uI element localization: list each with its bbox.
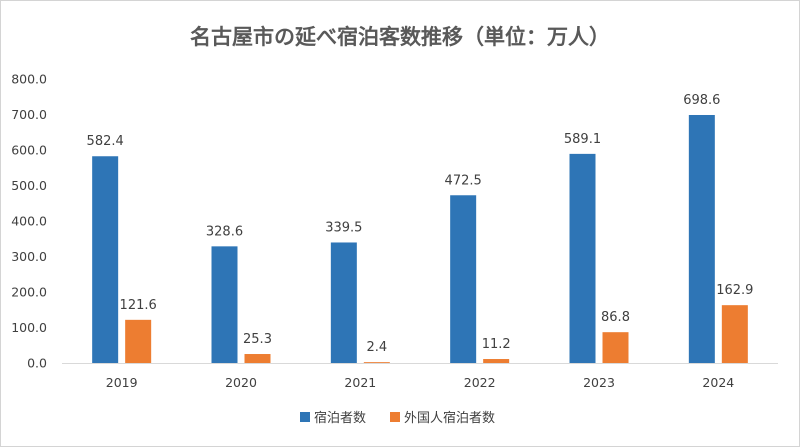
bar-guests [211, 246, 238, 363]
data-label: 339.5 [325, 220, 362, 235]
data-label: 698.6 [683, 93, 720, 108]
bar-foreign-guests [602, 332, 629, 363]
data-label: 589.1 [564, 132, 601, 147]
legend-label: 宿泊者数 [314, 410, 366, 426]
data-label: 472.5 [445, 173, 482, 188]
y-tick-label: 400.0 [11, 214, 47, 229]
bar-foreign-guests [244, 354, 271, 363]
bar-guests [688, 114, 715, 363]
y-tick-label: 600.0 [11, 143, 47, 158]
x-tick-label: 2024 [702, 375, 734, 390]
y-tick-label: 200.0 [11, 285, 47, 300]
y-tick-label: 500.0 [11, 178, 47, 193]
x-tick-label: 2023 [583, 375, 615, 390]
x-tick-label: 2020 [225, 375, 257, 390]
y-tick-label: 0.0 [27, 356, 47, 371]
y-tick-label: 100.0 [11, 320, 47, 335]
y-axis: 0.0 100.0 200.0 300.0 400.0 500.0 600.0 700.0 80… [11, 72, 47, 371]
x-tick-label: 2021 [344, 375, 376, 390]
bar-foreign-guests [363, 362, 390, 363]
legend-label: 外国人宿泊者数 [404, 410, 495, 426]
bar-guests [450, 195, 477, 363]
bar-foreign-guests [721, 305, 748, 363]
bar-foreign-guests [125, 319, 152, 363]
data-label: 11.2 [482, 337, 511, 352]
legend: 宿泊者数 外国人宿泊者数 [300, 410, 495, 426]
data-label: 2.4 [366, 340, 387, 355]
data-label: 328.6 [206, 224, 243, 239]
chart-title: 名古屋市の延べ宿泊客数推移（単位：万人） [190, 25, 610, 49]
data-labels: 582.4 328.6 339.5 472.5 589.1 698.6 121.6 25.3 2… [87, 93, 754, 355]
x-tick-label: 2019 [106, 375, 138, 390]
bar-guests [330, 242, 357, 363]
data-label: 121.6 [120, 298, 157, 313]
bar-guests [92, 156, 119, 363]
legend-swatch [390, 412, 400, 422]
data-label: 582.4 [87, 134, 124, 149]
y-tick-label: 800.0 [11, 72, 47, 87]
x-axis: 2019 2020 2021 2022 2023 2024 [62, 363, 778, 390]
bars [92, 114, 748, 363]
x-tick-label: 2022 [464, 375, 496, 390]
legend-swatch [300, 412, 310, 422]
y-tick-label: 300.0 [11, 249, 47, 264]
data-label: 162.9 [716, 283, 753, 298]
bar-guests [569, 153, 596, 363]
data-label: 86.8 [601, 310, 630, 325]
y-tick-label: 700.0 [11, 107, 47, 122]
bar-foreign-guests [483, 359, 510, 363]
data-label: 25.3 [243, 332, 272, 347]
